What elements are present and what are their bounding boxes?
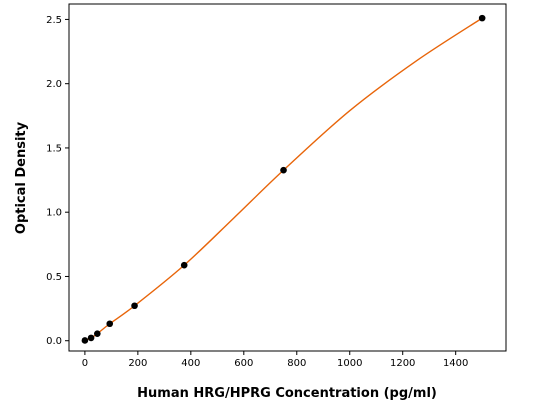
x-tick-label: 800: [287, 358, 306, 369]
x-axis-label: Human HRG/HPRG Concentration (pg/ml): [137, 386, 437, 400]
x-tick-label: 400: [181, 358, 200, 369]
data-point: [180, 261, 188, 269]
y-tick-label: 1.0: [46, 208, 62, 219]
y-tick-label: 2.0: [46, 79, 62, 90]
x-tick-label: 200: [128, 358, 147, 369]
data-point: [280, 166, 287, 174]
y-tick-label: 2.5: [46, 15, 62, 26]
y-axis-label: Optical Density: [14, 121, 29, 234]
x-tick-label: 1000: [337, 358, 362, 369]
data-point: [81, 337, 89, 344]
plot-frame: [68, 3, 507, 352]
data-point: [106, 320, 114, 328]
x-tick-label: 600: [234, 358, 253, 369]
data-point: [87, 334, 95, 342]
data-point: [94, 330, 101, 337]
plot-area: [68, 3, 507, 352]
y-tick-label: 0.5: [46, 272, 62, 283]
x-tick-label: 0: [82, 358, 88, 369]
data-point: [478, 14, 486, 22]
fit-curve-line: [84, 17, 483, 342]
y-axis-ticks: 0.0 0.5 1.0 1.5 2.0 2.5: [46, 15, 69, 347]
x-tick-label: 1200: [390, 358, 415, 369]
x-tick-label: 1400: [443, 358, 468, 369]
x-axis-ticks: 0 200 400 600 800 1000 1200 1400: [82, 351, 468, 369]
data-point: [131, 302, 138, 310]
y-tick-label: 0.0: [46, 336, 62, 347]
y-tick-label: 1.5: [46, 143, 62, 154]
